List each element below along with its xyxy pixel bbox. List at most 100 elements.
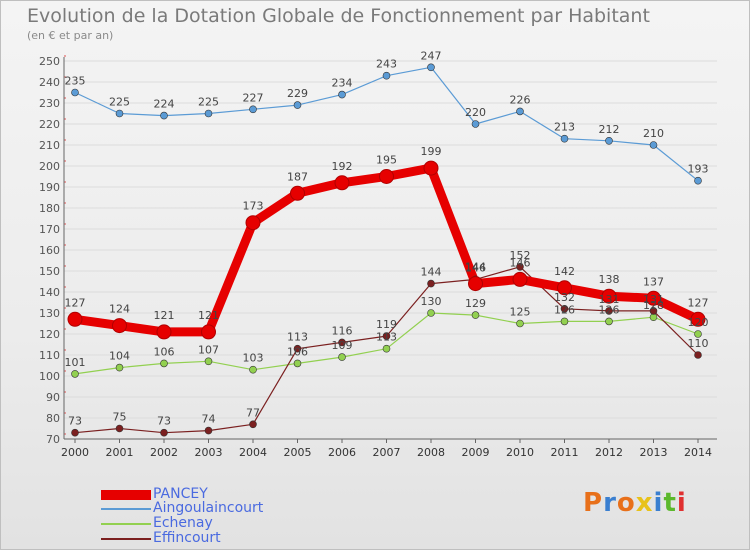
y-tick-label: 240 xyxy=(39,76,60,89)
chart-subtitle: (en € et par an) xyxy=(27,29,114,42)
data-point-pancey xyxy=(156,324,172,340)
data-label-echenay: 106 xyxy=(287,345,308,358)
data-label-effincourt: 132 xyxy=(554,291,575,304)
data-point-effincourt xyxy=(338,338,346,347)
data-point-pancey xyxy=(67,311,83,327)
data-point-echenay xyxy=(338,353,346,361)
data-point-echenay xyxy=(382,344,391,353)
data-label-pancey: 195 xyxy=(376,154,397,167)
x-tick-label: 2013 xyxy=(640,446,668,459)
data-label-pancey: 121 xyxy=(154,309,175,322)
y-tick-label: 100 xyxy=(39,370,60,383)
legend-item-effincourt[interactable]: Effincourt xyxy=(101,530,361,546)
legend-label-aingoulaincourt: Aingoulaincourt xyxy=(153,500,264,516)
data-point-effincourt xyxy=(516,262,524,271)
data-point-aingoulaincourt xyxy=(694,176,702,185)
data-point-echenay xyxy=(560,317,569,326)
legend-item-aingoulaincourt[interactable]: Aingoulaincourt xyxy=(101,500,361,516)
data-label-echenay: 125 xyxy=(510,306,531,319)
data-label-echenay: 103 xyxy=(243,352,264,365)
legend-item-echenay[interactable]: Echenay xyxy=(101,515,361,531)
legend-label-pancey: PANCEY xyxy=(153,486,208,502)
data-label-aingoulaincourt: 235 xyxy=(65,75,86,88)
data-label-echenay: 104 xyxy=(109,350,130,363)
data-point-effincourt xyxy=(605,307,613,315)
logo-letter: i xyxy=(653,488,664,518)
data-point-aingoulaincourt xyxy=(649,141,658,149)
y-tick-label: 170 xyxy=(39,223,60,236)
data-point-effincourt xyxy=(382,332,391,340)
data-label-pancey: 142 xyxy=(554,265,575,278)
series-points xyxy=(67,63,706,437)
data-point-aingoulaincourt xyxy=(516,107,524,116)
data-point-aingoulaincourt xyxy=(471,120,480,128)
data-label-effincourt: 113 xyxy=(287,331,308,344)
y-tick-label: 190 xyxy=(39,181,60,194)
data-label-effincourt: 110 xyxy=(688,337,709,350)
x-tick-label: 2005 xyxy=(284,446,312,459)
data-label-effincourt: 77 xyxy=(246,406,260,419)
data-point-echenay xyxy=(694,330,702,338)
data-label-effincourt: 119 xyxy=(376,318,397,331)
logo-letter: t xyxy=(663,488,677,518)
data-label-aingoulaincourt: 234 xyxy=(332,77,353,90)
data-label-effincourt: 131 xyxy=(643,293,664,306)
data-label-pancey: 144 xyxy=(465,261,486,274)
data-label-aingoulaincourt: 212 xyxy=(599,123,620,136)
data-label-echenay: 128 xyxy=(643,299,664,312)
legend-label-effincourt: Effincourt xyxy=(153,530,221,546)
data-label-aingoulaincourt: 229 xyxy=(287,87,308,100)
data-label-aingoulaincourt: 220 xyxy=(465,106,486,119)
data-label-pancey: 138 xyxy=(599,273,620,286)
y-tick-label: 150 xyxy=(39,265,60,278)
data-point-aingoulaincourt xyxy=(427,63,435,72)
data-point-effincourt xyxy=(249,420,257,429)
data-label-effincourt: 73 xyxy=(157,415,171,428)
axes: 7080901001101201301401501601701801902002… xyxy=(39,55,717,459)
data-label-effincourt: 116 xyxy=(332,324,353,337)
x-tick-label: 2008 xyxy=(417,446,445,459)
data-point-pancey xyxy=(690,311,706,327)
data-label-aingoulaincourt: 227 xyxy=(243,91,264,104)
data-label-effincourt: 146 xyxy=(465,261,486,274)
data-point-effincourt xyxy=(649,307,658,315)
y-tick-label: 160 xyxy=(39,244,60,257)
data-point-aingoulaincourt xyxy=(71,88,79,97)
data-label-aingoulaincourt: 213 xyxy=(554,121,575,134)
data-label-aingoulaincourt: 210 xyxy=(643,127,664,140)
data-point-echenay xyxy=(249,365,257,374)
data-label-echenay: 109 xyxy=(332,339,353,352)
data-point-echenay xyxy=(649,313,658,322)
data-point-aingoulaincourt xyxy=(382,71,391,80)
data-point-aingoulaincourt xyxy=(115,109,124,118)
x-tick-label: 2007 xyxy=(373,446,401,459)
data-label-pancey: 173 xyxy=(243,200,264,213)
data-label-pancey: 187 xyxy=(287,170,308,183)
data-label-pancey: 121 xyxy=(198,309,219,322)
y-tick-label: 200 xyxy=(39,160,60,173)
data-point-echenay xyxy=(471,311,480,319)
legend-item-pancey[interactable]: PANCEY xyxy=(101,486,361,502)
legend-swatch-echenay xyxy=(101,523,151,525)
data-point-pancey xyxy=(468,276,483,292)
data-point-aingoulaincourt xyxy=(560,134,569,143)
data-point-pancey xyxy=(379,169,394,184)
data-label-effincourt: 144 xyxy=(421,266,442,279)
y-tick-label: 220 xyxy=(39,118,60,131)
x-tick-label: 2011 xyxy=(551,446,579,459)
x-tick-label: 2009 xyxy=(462,446,490,459)
y-tick-label: 80 xyxy=(46,412,60,425)
data-point-effincourt xyxy=(160,428,168,437)
data-point-pancey xyxy=(245,215,261,231)
x-tick-label: 2000 xyxy=(61,446,89,459)
data-point-pancey xyxy=(557,280,572,296)
y-tick-label: 210 xyxy=(39,139,60,152)
data-label-effincourt: 73 xyxy=(68,415,82,428)
data-label-echenay: 113 xyxy=(376,331,397,344)
data-point-effincourt xyxy=(560,304,569,313)
data-label-pancey: 192 xyxy=(332,160,353,173)
logo-letter: x xyxy=(635,488,654,518)
data-label-echenay: 126 xyxy=(554,303,575,316)
